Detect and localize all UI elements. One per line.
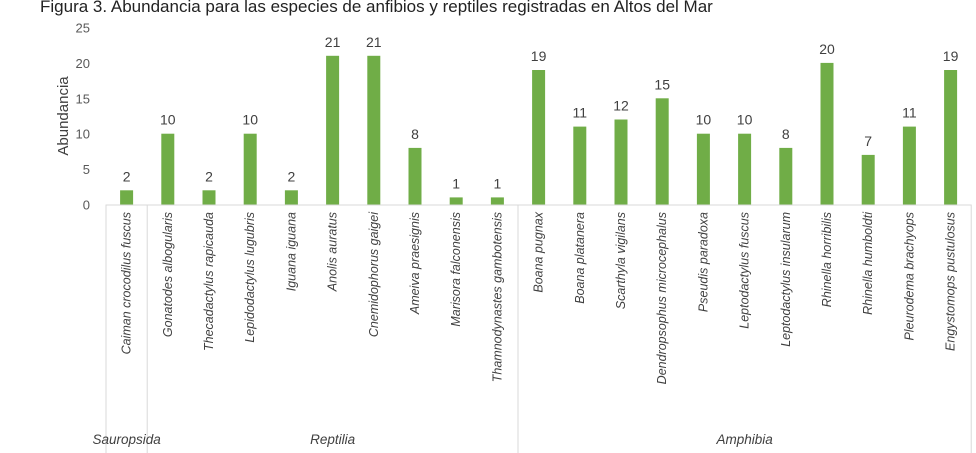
category-label: Caiman crocodilus fuscus xyxy=(120,212,134,354)
y-axis-title: Abundancia xyxy=(55,76,72,156)
y-tick-label: 15 xyxy=(76,91,90,106)
category-label: Scarthyla vigilans xyxy=(614,212,628,309)
category-label: Lepidodactylus lugubris xyxy=(243,212,257,343)
category-label: Anolis auratus xyxy=(326,212,340,292)
y-tick-label: 5 xyxy=(83,162,90,177)
data-label: 19 xyxy=(531,48,547,64)
data-label: 1 xyxy=(452,175,460,191)
group-label: Amphibia xyxy=(715,432,773,447)
data-label: 19 xyxy=(943,48,959,64)
y-tick-label: 0 xyxy=(83,198,90,213)
data-label: 8 xyxy=(782,126,790,142)
data-label: 10 xyxy=(160,112,176,128)
y-tick-label: 10 xyxy=(76,127,90,142)
category-label: Boana pugnax xyxy=(532,211,546,292)
group-label: Reptilia xyxy=(310,432,356,447)
data-label: 12 xyxy=(613,98,629,114)
data-label: 10 xyxy=(242,112,258,128)
bar xyxy=(902,126,916,205)
category-label: Pleurodema brachyops xyxy=(902,212,916,341)
y-tick-label: 25 xyxy=(76,21,90,36)
data-label: 11 xyxy=(573,105,588,121)
group-label: Sauropsida xyxy=(92,432,161,447)
category-label: Gonatodes albogularis xyxy=(161,212,175,337)
bar xyxy=(326,55,340,205)
bar xyxy=(161,133,175,205)
chart-title: Figura 3. Abundancia para las especies d… xyxy=(40,0,713,16)
category-label: Leptodactylus fuscus xyxy=(738,212,752,329)
data-label: 2 xyxy=(123,168,131,184)
bar xyxy=(655,98,669,205)
data-label: 7 xyxy=(864,133,872,149)
data-label: 2 xyxy=(288,168,296,184)
category-label: Ameiva praesignis xyxy=(408,212,422,315)
bar xyxy=(944,70,958,205)
bar xyxy=(861,154,875,205)
bar xyxy=(820,62,834,205)
category-label: Thamnodynastes gambotensis xyxy=(490,212,504,382)
bar xyxy=(367,55,381,205)
category-label: Engystomops pustulosus xyxy=(944,212,958,351)
data-label: 21 xyxy=(366,34,382,50)
data-label: 2 xyxy=(205,168,213,184)
data-label: 1 xyxy=(494,175,502,191)
category-label: Leptodactylus insularum xyxy=(779,212,793,347)
bar xyxy=(779,147,793,205)
category-label: Rhinella humboldti xyxy=(861,211,875,315)
data-label: 21 xyxy=(325,34,341,50)
bar xyxy=(408,147,422,205)
category-label: Cnemidophorus gaigei xyxy=(367,211,381,337)
category-label: Pseudis paradoxa xyxy=(696,212,710,312)
category-label: Rhinella horribilis xyxy=(820,212,834,307)
bar xyxy=(738,133,752,205)
data-label: 10 xyxy=(737,112,753,128)
bar xyxy=(573,126,587,205)
category-label: Boana platanera xyxy=(573,212,587,304)
data-label: 15 xyxy=(654,76,670,92)
bar xyxy=(449,197,463,205)
bar xyxy=(120,190,134,205)
y-tick-label: 20 xyxy=(76,56,90,71)
category-label: Thecadactylus rapicauda xyxy=(202,212,216,351)
data-label: 20 xyxy=(819,41,835,57)
bar xyxy=(202,190,216,205)
bar xyxy=(243,133,257,205)
category-label: Marisora falconensis xyxy=(449,212,463,327)
bar xyxy=(696,133,710,205)
data-label: 10 xyxy=(696,112,712,128)
bar xyxy=(532,70,546,205)
bar xyxy=(284,190,298,205)
bar xyxy=(614,119,628,205)
data-label: 11 xyxy=(902,105,917,121)
category-label: Dendropsophus microcephalus xyxy=(655,212,669,384)
category-label: Iguana iguana xyxy=(284,212,298,291)
bar xyxy=(490,197,504,205)
data-label: 8 xyxy=(411,126,419,142)
